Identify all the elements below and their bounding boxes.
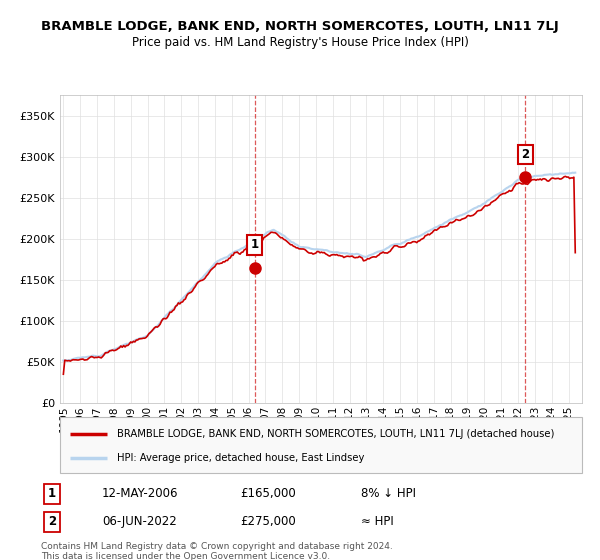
Text: £165,000: £165,000	[240, 487, 296, 500]
Text: HPI: Average price, detached house, East Lindsey: HPI: Average price, detached house, East…	[118, 452, 365, 463]
Text: 8% ↓ HPI: 8% ↓ HPI	[361, 487, 416, 500]
Text: 06-JUN-2022: 06-JUN-2022	[102, 515, 176, 529]
Text: 2: 2	[48, 515, 56, 529]
Text: Price paid vs. HM Land Registry's House Price Index (HPI): Price paid vs. HM Land Registry's House …	[131, 36, 469, 49]
Text: BRAMBLE LODGE, BANK END, NORTH SOMERCOTES, LOUTH, LN11 7LJ (detached house): BRAMBLE LODGE, BANK END, NORTH SOMERCOTE…	[118, 429, 555, 439]
Text: ≈ HPI: ≈ HPI	[361, 515, 394, 529]
Text: 2: 2	[521, 148, 529, 161]
Text: 1: 1	[48, 487, 56, 500]
Text: 12-MAY-2006: 12-MAY-2006	[102, 487, 178, 500]
Text: Contains HM Land Registry data © Crown copyright and database right 2024.
This d: Contains HM Land Registry data © Crown c…	[41, 542, 393, 560]
Text: 1: 1	[251, 238, 259, 251]
Text: BRAMBLE LODGE, BANK END, NORTH SOMERCOTES, LOUTH, LN11 7LJ: BRAMBLE LODGE, BANK END, NORTH SOMERCOTE…	[41, 20, 559, 32]
FancyBboxPatch shape	[60, 417, 582, 473]
Text: £275,000: £275,000	[240, 515, 296, 529]
